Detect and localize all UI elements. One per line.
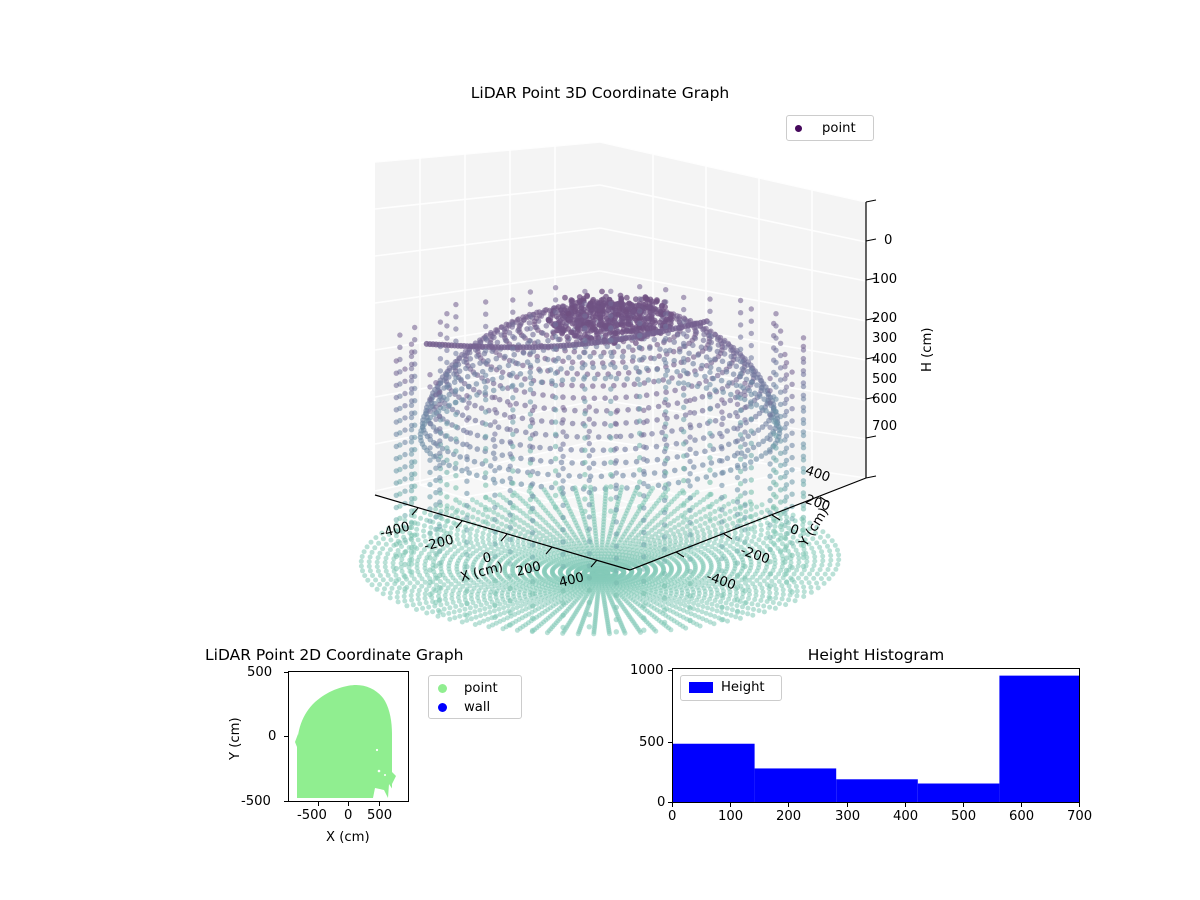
legend-label-wall-2d: wall — [464, 700, 490, 715]
tick2d-y-0: 0 — [268, 729, 276, 744]
axes2d-plot-area — [288, 671, 409, 802]
legend-entry-height: Height — [689, 680, 765, 695]
tick3d-h-200: 200 — [872, 311, 897, 326]
legend-marker-point — [795, 125, 802, 132]
legend-entry-point: point — [795, 121, 856, 136]
tickhist-x-200: 200 — [776, 809, 801, 824]
legend-entry-wall-2d: wall — [438, 700, 490, 715]
tickhist-x-400-mark — [905, 803, 906, 807]
chart-2d-title: LiDAR Point 2D Coordinate Graph — [205, 646, 495, 664]
histogram-bar — [999, 676, 1080, 803]
tickhist-y-1000-mark — [668, 670, 672, 671]
legend-label-height: Height — [721, 680, 765, 695]
histogram-bar — [836, 779, 918, 803]
tick2d-x-0-mark — [348, 802, 349, 806]
tick2d-y-0-mark — [284, 736, 288, 737]
matplotlib-figure: LiDAR Point 3D Coordinate Graph point — [0, 0, 1200, 900]
chart-hist-title: Height Histogram — [672, 646, 1080, 664]
tick2d-y-500: 500 — [247, 665, 272, 680]
tickhist-y-500: 500 — [639, 735, 664, 750]
tick2d-x-500-mark — [379, 802, 380, 806]
axes3d-canvas — [300, 140, 920, 640]
tick2d-x-500: 500 — [367, 808, 392, 823]
tickhist-x-500: 500 — [951, 809, 976, 824]
tick3d-h-600: 600 — [872, 392, 897, 407]
legend-3d: point — [786, 115, 874, 141]
tick2d-x--500: -500 — [297, 808, 327, 823]
tickhist-x-600: 600 — [1009, 809, 1034, 824]
tick3d-h-0: 0 — [884, 233, 892, 248]
tickhist-x-100: 100 — [718, 809, 743, 824]
legend-label-point: point — [822, 121, 856, 136]
tick2d-x--500-mark — [318, 802, 319, 806]
legend-marker-point-2d — [438, 684, 447, 693]
tick3d-h-400: 400 — [872, 352, 897, 367]
tick3d-h-700: 700 — [872, 419, 897, 434]
axis-label-x-2d: X (cm) — [326, 830, 370, 845]
tick3d-h-300: 300 — [872, 331, 897, 346]
legend-2d: point wall — [428, 675, 522, 719]
tickhist-x-300: 300 — [835, 809, 860, 824]
tickhist-x-0: 0 — [668, 809, 676, 824]
histogram-bar — [673, 744, 755, 803]
histogram-bar — [755, 768, 837, 803]
tickhist-x-600-mark — [1021, 803, 1022, 807]
tickhist-x-500-mark — [963, 803, 964, 807]
tickhist-x-700: 700 — [1067, 809, 1092, 824]
tickhist-x-300-mark — [847, 803, 848, 807]
tick3d-h-500: 500 — [872, 372, 897, 387]
tickhist-y-500-mark — [668, 742, 672, 743]
axis-label-h-3d: H (cm) — [920, 328, 935, 373]
legend-histogram: Height — [680, 675, 782, 701]
point-series-2d — [295, 685, 396, 798]
tickhist-x-700-mark — [1079, 803, 1080, 807]
axes3d-svg — [300, 140, 920, 640]
tickhist-x-400: 400 — [893, 809, 918, 824]
legend-swatch-height — [689, 682, 713, 693]
tick2d-y--500: -500 — [241, 794, 271, 809]
tick3d-h-100: 100 — [872, 272, 897, 287]
tickhist-x-100-mark — [730, 803, 731, 807]
axis-label-y-2d: Y (cm) — [228, 717, 243, 760]
scatter2d-svg — [289, 672, 409, 802]
tickhist-x-200-mark — [788, 803, 789, 807]
tickhist-x-0-mark — [672, 803, 673, 807]
tick2d-y--500-mark — [284, 801, 288, 802]
histogram-bar — [918, 784, 1000, 803]
tickhist-y-1000: 1000 — [630, 663, 664, 678]
tickhist-y-0: 0 — [657, 795, 665, 810]
tick2d-x-0: 0 — [344, 808, 352, 823]
tick2d-y-500-mark — [284, 672, 288, 673]
legend-marker-wall-2d — [438, 703, 447, 712]
legend-entry-point-2d: point — [438, 681, 498, 696]
legend-label-point-2d: point — [464, 681, 498, 696]
chart-3d-title: LiDAR Point 3D Coordinate Graph — [0, 84, 1200, 102]
